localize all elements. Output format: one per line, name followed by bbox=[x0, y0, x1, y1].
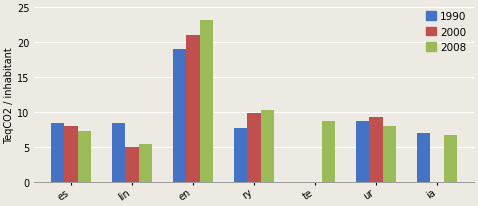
Bar bbox=[247, 114, 261, 183]
Legend: 1990, 2000, 2008: 1990, 2000, 2008 bbox=[424, 10, 468, 55]
Bar bbox=[112, 123, 125, 183]
Bar bbox=[234, 129, 247, 183]
Bar bbox=[356, 122, 369, 183]
Bar bbox=[64, 126, 77, 183]
Bar bbox=[417, 134, 431, 183]
Bar bbox=[77, 131, 91, 183]
Bar bbox=[383, 127, 396, 183]
Bar bbox=[173, 50, 186, 183]
Y-axis label: TeqCO2 / inhabitant: TeqCO2 / inhabitant bbox=[4, 47, 14, 144]
Bar bbox=[200, 21, 213, 183]
Bar bbox=[322, 121, 335, 183]
Bar bbox=[125, 147, 139, 183]
Bar bbox=[51, 123, 64, 183]
Bar bbox=[444, 135, 457, 183]
Bar bbox=[369, 118, 383, 183]
Bar bbox=[139, 144, 152, 183]
Bar bbox=[261, 110, 274, 183]
Bar bbox=[186, 36, 200, 183]
